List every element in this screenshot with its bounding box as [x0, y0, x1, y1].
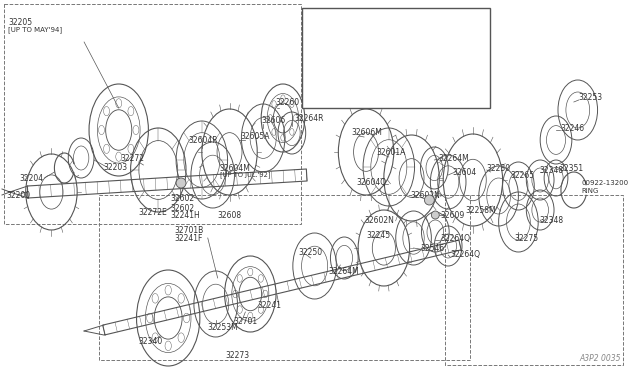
Text: 32606M: 32606M: [351, 128, 382, 137]
Text: 32272E: 32272E: [138, 208, 167, 217]
Text: 32348: 32348: [539, 166, 563, 174]
Text: 32264Q: 32264Q: [440, 234, 470, 243]
Text: 32253M: 32253M: [208, 324, 239, 333]
Text: RING: RING: [582, 188, 599, 194]
Text: 32245: 32245: [366, 231, 390, 240]
Text: 32264R: 32264R: [295, 113, 324, 122]
Text: 32701: 32701: [234, 317, 258, 327]
Text: 32230: 32230: [487, 164, 511, 173]
Text: 32604R: 32604R: [188, 135, 218, 144]
Text: 32351: 32351: [559, 164, 583, 173]
Text: [FROM JUL.'92]: [FROM JUL.'92]: [308, 18, 372, 27]
Text: 32264M: 32264M: [438, 154, 469, 163]
Text: 32258M: 32258M: [465, 205, 495, 215]
Bar: [99, 195, 470, 360]
Text: 32203: 32203: [104, 163, 128, 171]
Text: [UP TO JUL.'92]: [UP TO JUL.'92]: [220, 171, 270, 179]
Text: 32604: 32604: [452, 167, 476, 176]
Text: 32260: 32260: [275, 97, 299, 106]
Text: 32272: 32272: [121, 154, 145, 163]
Text: 32602: 32602: [170, 193, 195, 202]
Text: 32608: 32608: [218, 211, 242, 219]
Text: 32200: 32200: [6, 190, 30, 199]
Bar: [301, 8, 490, 108]
Text: A3P2 0035: A3P2 0035: [580, 354, 621, 363]
Text: [UP TO MAY'94]: [UP TO MAY'94]: [8, 27, 62, 33]
Text: 32604M: 32604M: [220, 164, 250, 173]
Bar: [4, 4, 301, 224]
Text: 32602N: 32602N: [411, 190, 440, 199]
Circle shape: [431, 211, 439, 219]
Text: 32265: 32265: [511, 170, 534, 180]
Text: 32246: 32246: [560, 124, 584, 132]
Text: 32601A: 32601A: [376, 148, 405, 157]
Text: 32606: 32606: [261, 115, 285, 125]
Text: 32273: 32273: [225, 350, 250, 359]
Text: 32241F: 32241F: [174, 234, 202, 243]
Text: 32264Q: 32264Q: [450, 250, 480, 260]
Text: 32602: 32602: [170, 203, 195, 212]
Text: 32546: 32546: [420, 244, 445, 253]
Text: 32340: 32340: [138, 337, 163, 346]
Text: 32205: 32205: [8, 17, 32, 26]
Circle shape: [176, 178, 186, 188]
Text: 32604M: 32604M: [312, 51, 342, 60]
Text: 32604Q: 32604Q: [356, 177, 387, 186]
Text: 32204: 32204: [20, 173, 44, 183]
Text: 32253: 32253: [579, 93, 603, 102]
Bar: [445, 195, 623, 365]
Text: 32264M: 32264M: [328, 267, 359, 276]
Text: 32348: 32348: [539, 215, 563, 224]
Text: 32241H: 32241H: [170, 211, 200, 219]
Text: 32609: 32609: [440, 211, 465, 219]
Text: 32602N: 32602N: [364, 215, 394, 224]
Text: 32275: 32275: [515, 234, 539, 243]
Circle shape: [424, 195, 435, 205]
Text: 32241: 32241: [257, 301, 281, 310]
Text: 32250: 32250: [299, 247, 323, 257]
Text: 32605A: 32605A: [241, 131, 270, 141]
Text: 32701B: 32701B: [174, 225, 204, 234]
Text: 00922-13200: 00922-13200: [582, 180, 629, 186]
